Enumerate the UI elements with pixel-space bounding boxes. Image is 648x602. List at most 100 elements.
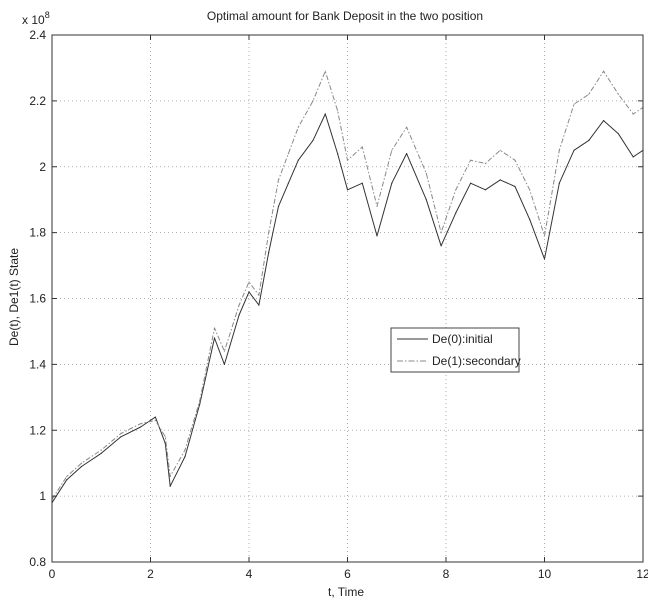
data-point	[80, 465, 83, 468]
data-point	[213, 337, 216, 339]
data-point	[287, 182, 289, 184]
data-point	[80, 462, 83, 464]
data-point	[558, 149, 560, 151]
data-point	[632, 113, 634, 115]
x-axis-label: t, Time	[328, 585, 364, 599]
data-point	[312, 139, 314, 141]
y-multiplier: x 108	[22, 10, 50, 27]
axes-layer: 0 2 4 6 8 10 12 0.8 1 1.2 1.4 1.6 1.8 2 2.2 2.4	[29, 28, 648, 581]
data-point	[484, 189, 486, 191]
data-point	[258, 294, 260, 296]
y-tick-label: 2.4	[29, 28, 46, 42]
y-axis-label: De(t), De1(t) State	[7, 248, 21, 346]
data-point	[248, 281, 250, 283]
y-tick-label: 2	[39, 160, 46, 174]
data-point	[391, 182, 393, 184]
data-point	[169, 485, 171, 487]
data-point	[120, 436, 122, 438]
data-point	[100, 449, 102, 451]
data-point	[617, 133, 620, 135]
data-point	[324, 70, 326, 72]
y-multiplier-exponent: 8	[45, 10, 50, 20]
data-point	[238, 304, 240, 306]
data-point	[277, 179, 280, 181]
plot-area	[52, 35, 643, 562]
data-point	[66, 479, 68, 481]
y-tick-label: 1.4	[29, 357, 46, 371]
data-point	[120, 432, 122, 435]
data-point	[346, 159, 349, 161]
data-point	[499, 179, 501, 181]
x-tick-label: 8	[443, 567, 450, 581]
data-point	[213, 327, 216, 329]
data-point	[154, 419, 156, 421]
x-tick-label: 2	[147, 567, 154, 581]
chart-title: Optimal amount for Bank Deposit in the t…	[207, 9, 483, 23]
data-point	[543, 235, 546, 237]
y-tick-label: 2.2	[29, 94, 46, 108]
data-point	[199, 400, 201, 402]
data-point	[573, 149, 575, 151]
data-point	[337, 153, 339, 155]
data-point	[529, 218, 531, 220]
data-point	[484, 162, 486, 165]
x-tick-label: 0	[49, 567, 56, 581]
data-point	[100, 452, 102, 454]
data-point	[558, 182, 560, 184]
x-tick-label: 6	[344, 567, 351, 581]
data-point	[406, 153, 408, 155]
data-point	[376, 205, 378, 207]
data-point	[297, 126, 299, 128]
data-point	[543, 258, 546, 260]
legend-label-initial: De(0):initial	[432, 332, 493, 346]
data-point	[588, 139, 590, 141]
legend-label-secondary: De(1):secondary	[432, 354, 521, 368]
data-point	[603, 70, 605, 72]
data-point	[154, 416, 156, 418]
series-initial	[51, 113, 644, 504]
data-point	[573, 103, 575, 105]
data-point	[440, 245, 442, 247]
series-layer	[51, 70, 644, 504]
data-point	[268, 251, 270, 253]
x-tick-label: 12	[636, 567, 648, 581]
data-point	[406, 126, 408, 128]
series-line	[51, 113, 644, 503]
data-point	[617, 93, 620, 95]
y-tick-label: 1.2	[29, 423, 46, 437]
legend-box	[390, 327, 520, 373]
data-point	[287, 153, 289, 155]
data-point	[514, 159, 516, 161]
data-point	[588, 93, 590, 95]
data-point	[514, 185, 516, 188]
y-tick-label: 1	[39, 489, 46, 503]
data-point	[361, 146, 363, 148]
legend: De(0):initial De(1):secondary	[390, 327, 521, 373]
data-point	[346, 189, 349, 191]
data-point	[184, 456, 186, 458]
y-multiplier-base: x 10	[22, 13, 45, 27]
data-point	[277, 205, 280, 207]
data-point	[425, 199, 427, 201]
data-point	[470, 159, 472, 161]
data-point	[140, 426, 142, 428]
data-point	[337, 110, 339, 112]
data-point	[324, 113, 326, 115]
data-point	[238, 314, 240, 316]
data-point	[455, 189, 457, 191]
data-point	[297, 159, 299, 161]
data-point	[361, 182, 363, 184]
data-point	[391, 149, 393, 151]
series-line	[51, 70, 644, 500]
data-point	[603, 120, 605, 122]
data-point	[199, 403, 201, 405]
data-point	[455, 212, 457, 214]
data-point	[499, 149, 501, 151]
y-tick-label: 0.8	[29, 555, 46, 569]
data-point	[164, 436, 166, 438]
y-tick-label: 1.8	[29, 226, 46, 240]
data-point	[66, 475, 68, 477]
data-point	[529, 189, 531, 191]
data-point	[376, 235, 378, 237]
